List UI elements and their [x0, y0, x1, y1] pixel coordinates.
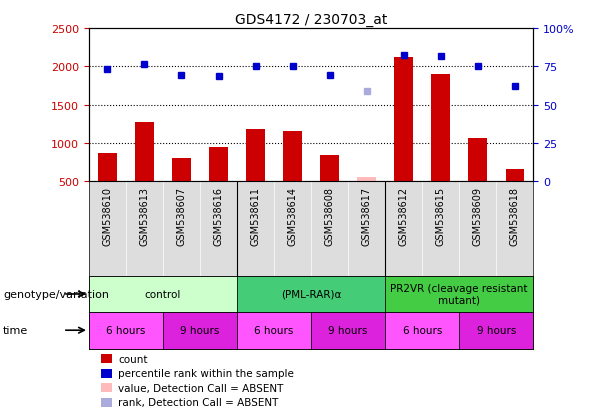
Bar — [357, 177, 376, 182]
Bar — [385, 312, 459, 349]
Text: 9 hours: 9 hours — [180, 325, 219, 335]
Text: 6 hours: 6 hours — [106, 325, 146, 335]
Bar — [172, 159, 191, 182]
Text: GSM538611: GSM538611 — [251, 186, 261, 245]
Text: count: count — [118, 354, 148, 364]
Bar — [468, 139, 487, 182]
Text: 9 hours: 9 hours — [476, 325, 516, 335]
Bar — [311, 312, 385, 349]
Text: 6 hours: 6 hours — [403, 325, 442, 335]
Text: 9 hours: 9 hours — [329, 325, 368, 335]
Text: 6 hours: 6 hours — [254, 325, 294, 335]
Bar — [89, 312, 163, 349]
Bar — [459, 312, 533, 349]
Bar — [385, 277, 533, 312]
Bar — [283, 132, 302, 182]
Bar — [394, 58, 413, 182]
Bar — [237, 277, 385, 312]
Text: rank, Detection Call = ABSENT: rank, Detection Call = ABSENT — [118, 397, 279, 407]
Bar — [163, 312, 237, 349]
Text: GSM538613: GSM538613 — [139, 186, 150, 245]
Bar — [98, 154, 116, 182]
Bar — [321, 156, 339, 182]
Bar — [432, 75, 450, 182]
Text: GSM538615: GSM538615 — [436, 186, 446, 245]
Title: GDS4172 / 230703_at: GDS4172 / 230703_at — [235, 12, 387, 26]
Text: GSM538614: GSM538614 — [287, 186, 297, 245]
Text: control: control — [145, 289, 181, 299]
Text: GSM538612: GSM538612 — [398, 186, 409, 245]
Bar — [237, 312, 311, 349]
Text: GSM538617: GSM538617 — [362, 186, 371, 245]
Text: GSM538618: GSM538618 — [510, 186, 520, 245]
Bar — [246, 129, 265, 182]
Text: GSM538616: GSM538616 — [213, 186, 224, 245]
Bar — [506, 169, 524, 182]
Bar — [89, 277, 237, 312]
Text: GSM538607: GSM538607 — [177, 186, 186, 245]
Text: time: time — [3, 325, 28, 335]
Text: GSM538608: GSM538608 — [325, 186, 335, 245]
Text: percentile rank within the sample: percentile rank within the sample — [118, 368, 294, 378]
Text: GSM538609: GSM538609 — [473, 186, 483, 245]
Text: (PML-RAR)α: (PML-RAR)α — [281, 289, 341, 299]
Text: PR2VR (cleavage resistant
mutant): PR2VR (cleavage resistant mutant) — [390, 283, 528, 305]
Bar — [135, 123, 154, 182]
Bar — [209, 147, 228, 182]
Text: genotype/variation: genotype/variation — [3, 289, 109, 299]
Text: GSM538610: GSM538610 — [102, 186, 112, 245]
Text: value, Detection Call = ABSENT: value, Detection Call = ABSENT — [118, 383, 284, 393]
